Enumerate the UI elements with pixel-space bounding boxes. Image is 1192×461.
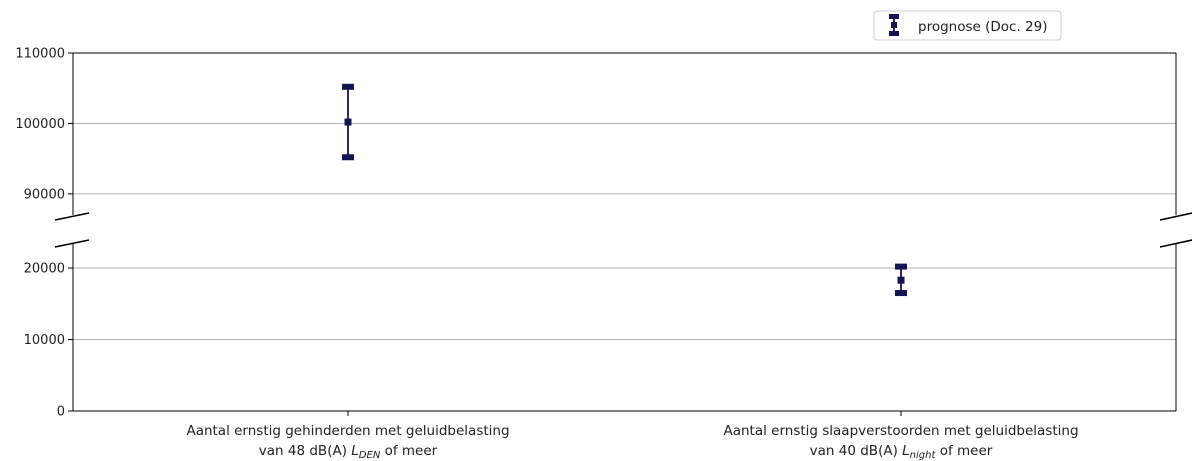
category-label-prefix: van 48 dB(A) bbox=[259, 443, 351, 459]
upper-panel: 90000 100000 110000 bbox=[15, 47, 1177, 215]
legend: prognose (Doc. 29) bbox=[873, 10, 1062, 41]
break-mark-left-bottom bbox=[54, 239, 90, 248]
category-labels: Aantal ernstig gehinderden met geluidbel… bbox=[186, 423, 1078, 461]
y-tick-label: 100000 bbox=[15, 117, 65, 132]
errorbar-cap-high bbox=[342, 83, 354, 90]
series-marks bbox=[342, 83, 907, 297]
y-tick-label: 10000 bbox=[24, 333, 65, 348]
legend-marker-center bbox=[891, 22, 897, 28]
legend-label: prognose (Doc. 29) bbox=[918, 19, 1047, 35]
legend-box bbox=[873, 10, 1062, 41]
y-tick-label: 20000 bbox=[24, 262, 65, 277]
category-label-subscript: night bbox=[910, 450, 937, 461]
lower-panel: 0 10000 20000 bbox=[24, 243, 1177, 420]
legend-marker-cap-high bbox=[889, 14, 899, 19]
category-label-subscript: DEN bbox=[359, 450, 381, 461]
break-mark-right-top bbox=[1159, 212, 1192, 221]
category-label-prefix: van 40 dB(A) bbox=[810, 443, 902, 459]
y-tick-label: 90000 bbox=[24, 187, 65, 202]
upper-plot-area bbox=[73, 53, 1176, 215]
legend-marker-icon bbox=[889, 14, 899, 36]
break-mark-right-bottom bbox=[1159, 239, 1192, 248]
category-label-line1: Aantal ernstig gehinderden met geluidbel… bbox=[186, 423, 509, 439]
errorbar-cap-low bbox=[895, 290, 907, 297]
break-mark-left-top bbox=[54, 212, 90, 221]
category-label-line2: van 48 dB(A) LDEN of meer bbox=[259, 443, 438, 461]
errorbar-cap-high bbox=[895, 263, 907, 270]
category-label-symbol: L bbox=[902, 443, 910, 459]
lower-plot-area bbox=[73, 243, 1176, 411]
y-tick-label: 110000 bbox=[15, 47, 65, 62]
category-label-line2: van 40 dB(A) Lnight of meer bbox=[810, 443, 993, 461]
category-label-line1: Aantal ernstig slaapverstoorden met gelu… bbox=[723, 423, 1078, 439]
legend-marker-cap-low bbox=[889, 31, 899, 36]
category-label-suffix: of meer bbox=[935, 443, 992, 459]
axis-break-marks bbox=[54, 212, 1192, 248]
errorbar-point bbox=[895, 263, 907, 297]
y-tick-label: 0 bbox=[57, 405, 65, 420]
errorbar-center-marker bbox=[897, 276, 905, 284]
errorbar-center-marker bbox=[344, 118, 352, 126]
category-label-symbol: L bbox=[351, 443, 359, 459]
errorbar-cap-low bbox=[342, 154, 354, 161]
errorbar-point bbox=[342, 83, 354, 161]
category-label-suffix: of meer bbox=[380, 443, 437, 459]
